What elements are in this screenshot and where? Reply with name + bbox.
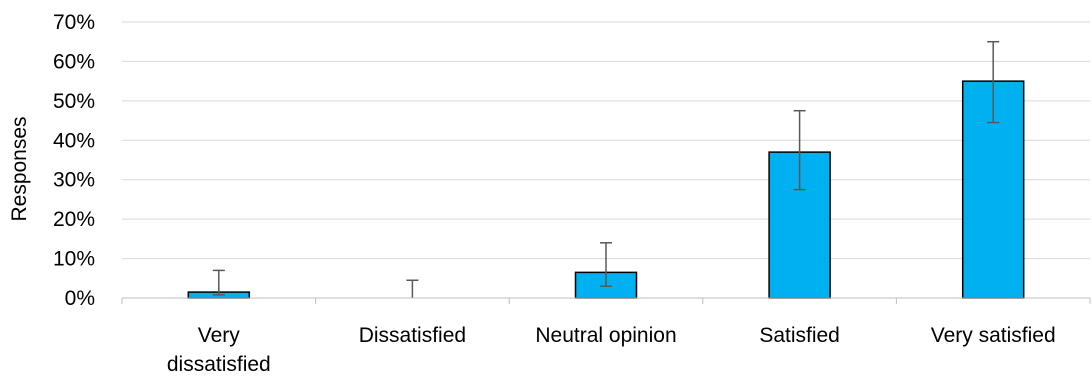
x-axis-labels: Very dissatisfied Dissatisfied Neutral opin… bbox=[167, 324, 1056, 376]
x-category-label: Satisfied bbox=[759, 324, 840, 347]
x-category-label: Very satisfied bbox=[931, 324, 1056, 347]
y-tick-label: 10% bbox=[53, 248, 95, 271]
x-category-label: Neutral opinion bbox=[535, 324, 676, 347]
y-tick-label: 50% bbox=[53, 90, 95, 113]
y-tick-label: 30% bbox=[53, 169, 95, 192]
x-category-label-line: Very bbox=[198, 324, 241, 347]
error-bar bbox=[987, 40, 1000, 124]
x-category-label-line: Dissatisfied bbox=[359, 324, 466, 347]
error-bar bbox=[406, 279, 419, 298]
error-bar bbox=[212, 269, 225, 296]
error-bar bbox=[600, 242, 612, 287]
x-category-label: Dissatisfied bbox=[359, 324, 466, 347]
y-tick-label: 20% bbox=[53, 208, 95, 231]
error-bars bbox=[212, 40, 1000, 298]
x-category-label-line: Neutral opinion bbox=[535, 324, 676, 347]
y-tick-label: 70% bbox=[53, 11, 95, 34]
y-axis-ticks: 0% 10% 20% 30% 40% 50% 60% 70% bbox=[53, 11, 95, 310]
y-tick-label: 40% bbox=[53, 129, 95, 152]
x-category-label-line: Very satisfied bbox=[931, 324, 1056, 347]
x-category-label-line: Satisfied bbox=[759, 324, 840, 347]
x-category-label-line: dissatisfied bbox=[167, 353, 271, 376]
error-bar bbox=[793, 109, 806, 191]
x-category-label: Very dissatisfied bbox=[167, 324, 271, 376]
y-tick-label: 60% bbox=[53, 50, 95, 73]
x-axis bbox=[121, 297, 1091, 304]
bar bbox=[768, 151, 831, 299]
gridlines bbox=[122, 21, 1090, 260]
y-tick-label: 0% bbox=[65, 287, 95, 310]
y-axis-title: Responses bbox=[8, 116, 31, 221]
